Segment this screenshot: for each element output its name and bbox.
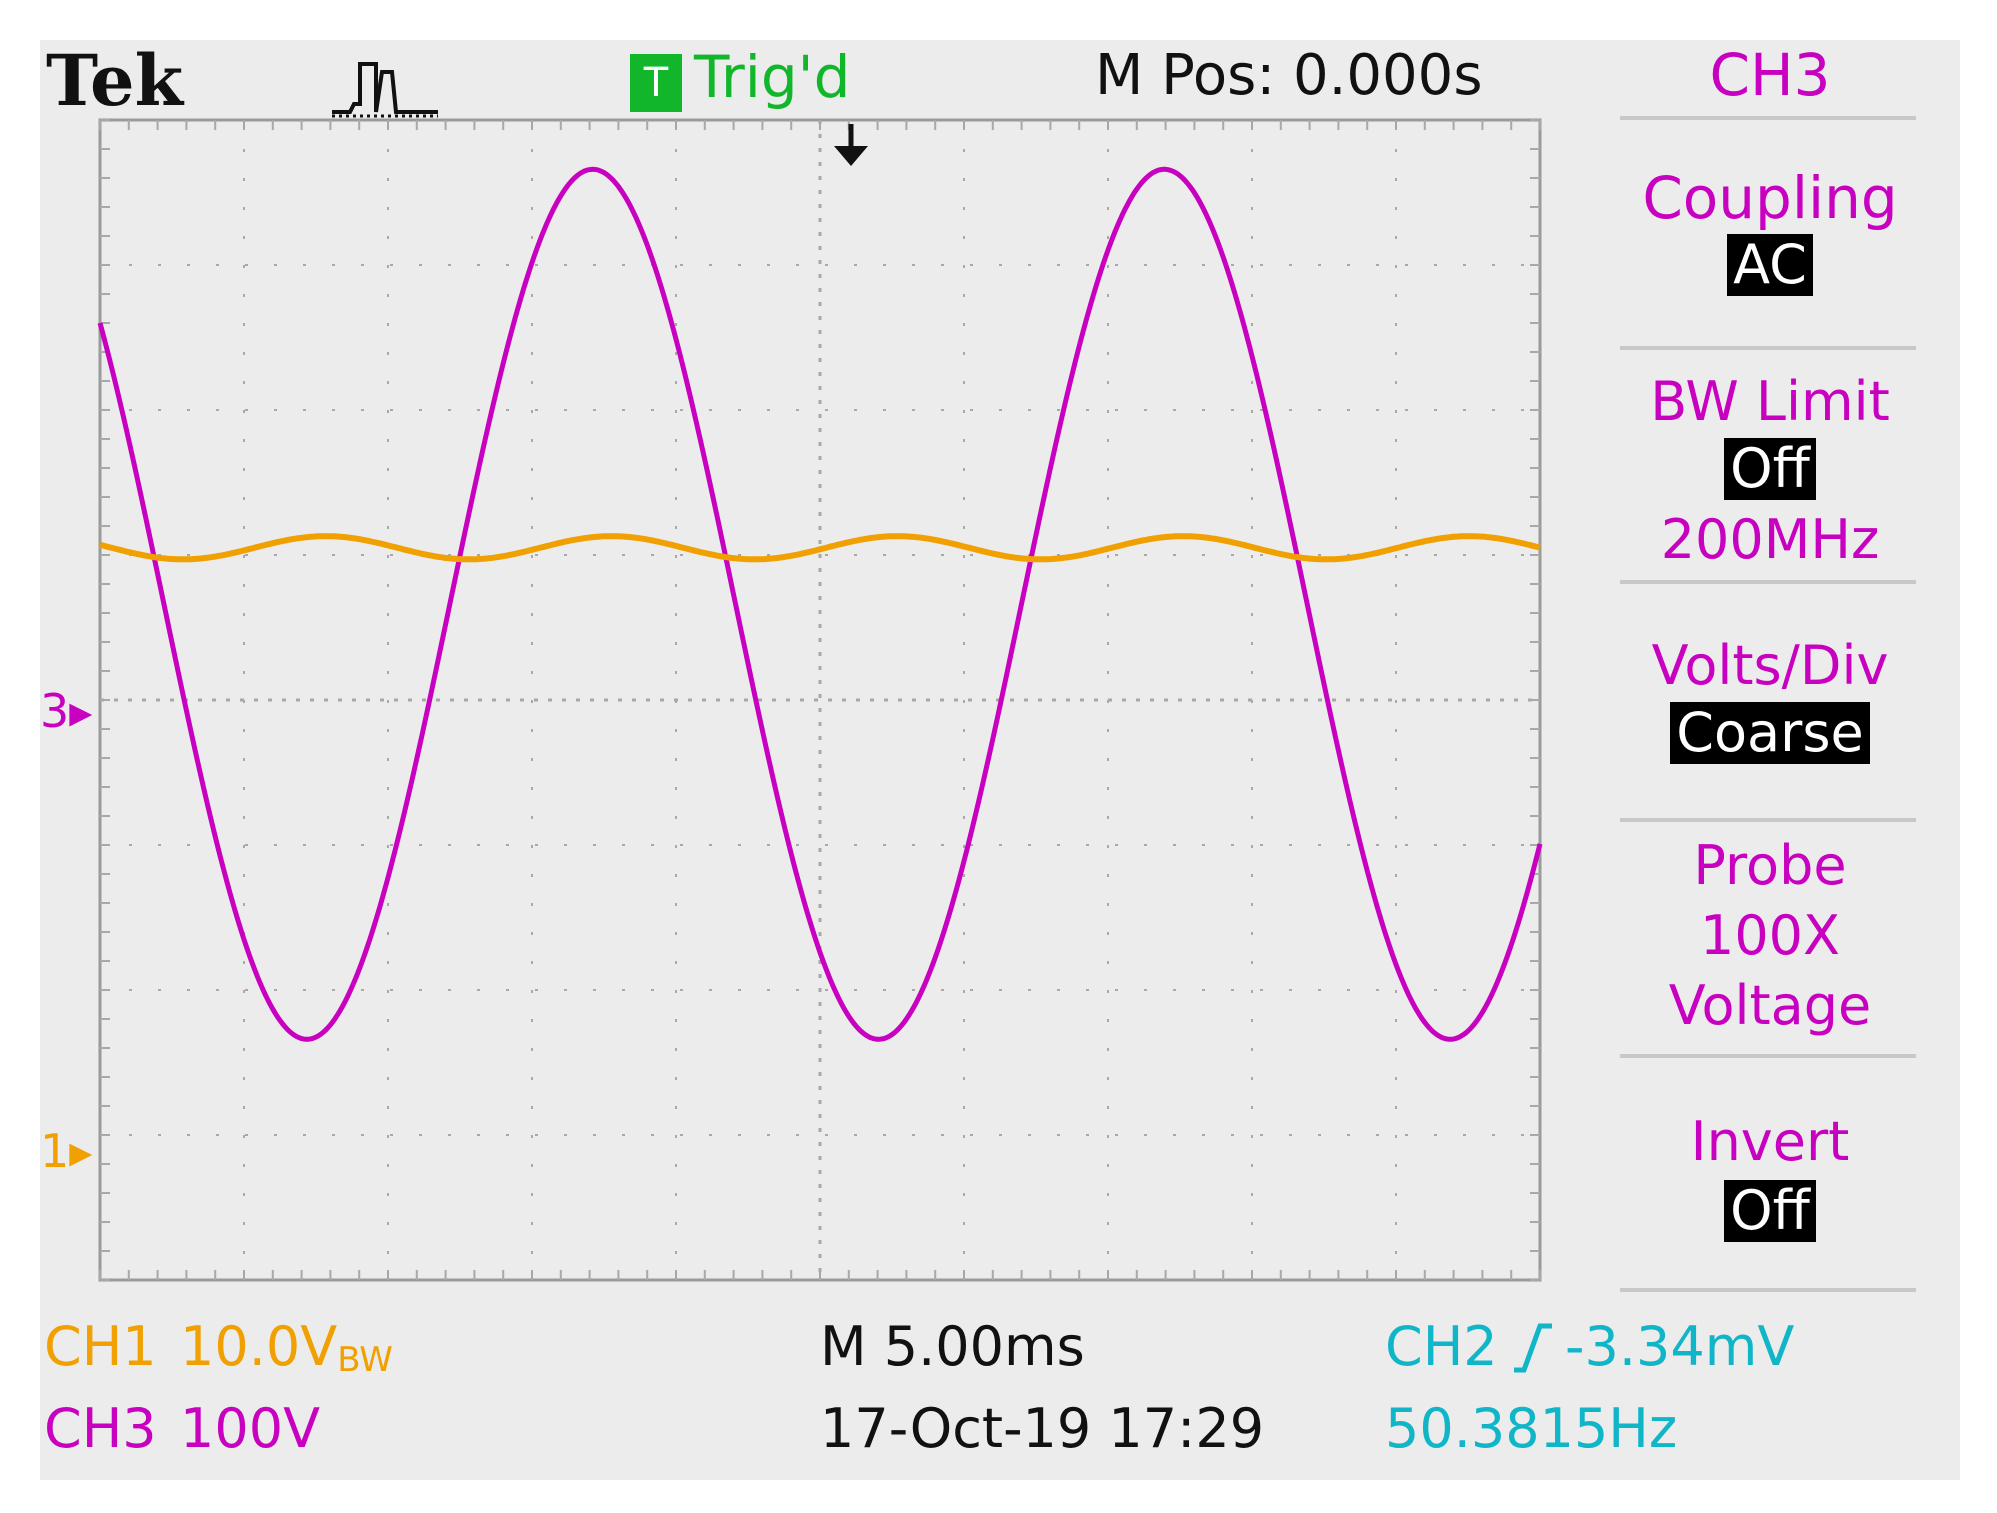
probe-label: Probe <box>1693 834 1847 897</box>
bw-limit-value: Off <box>1724 438 1816 500</box>
trigger-status: Trig'd <box>694 43 851 111</box>
ch3-ground-marker[interactable]: 3▸ <box>40 688 92 734</box>
marker-arrow-icon: ▸ <box>69 684 93 738</box>
ch3-waveform <box>97 166 1543 1042</box>
menu-divider <box>1620 116 1916 120</box>
probe-attenuation: 100X <box>1699 904 1841 967</box>
ch3-marker-label: 3 <box>40 684 70 738</box>
trigger-source: CH2 <box>1385 1315 1498 1378</box>
pulse-run-icon <box>332 62 438 118</box>
ch3-label: CH3 <box>44 1397 157 1460</box>
ch1-scale: 10.0VBW <box>180 1320 393 1380</box>
volts-div-label: Volts/Div <box>1651 634 1889 697</box>
trigger-badge: T <box>630 54 682 112</box>
ch1-label: CH1 <box>44 1315 157 1378</box>
waveform-display <box>97 118 1543 1282</box>
coupling-value-box: AC <box>1620 234 1920 296</box>
coupling-value: AC <box>1727 234 1813 296</box>
frequency-readout: 50.3815Hz <box>1385 1397 1678 1460</box>
menu-divider <box>1620 346 1916 350</box>
ch3-volts-per-div: 100V <box>180 1397 321 1460</box>
graticule <box>98 118 1542 1282</box>
brand-logo: Tek <box>46 39 184 122</box>
graticule-border <box>98 118 1542 1282</box>
ch1-bw-limit-indicator: BW <box>337 1340 393 1380</box>
oscilloscope-screen: Tek T Trig'd M Pos: 0.000s 3▸ 1▸ CH3 Cou… <box>40 40 1960 1480</box>
invert-value: Off <box>1724 1180 1816 1242</box>
timebase-readout: M 5.00ms <box>820 1315 1085 1378</box>
probe-type: Voltage <box>1668 974 1872 1037</box>
menu-divider <box>1620 580 1916 584</box>
rising-edge-icon <box>1514 1323 1552 1373</box>
menu-divider <box>1620 1288 1916 1292</box>
volts-div-value: Coarse <box>1670 702 1870 764</box>
main-position-readout: M Pos: 0.000s <box>1095 43 1483 108</box>
bw-limit-detail: 200MHz <box>1660 508 1880 571</box>
trigger-level: -3.34mV <box>1565 1315 1795 1378</box>
ch1-ground-marker[interactable]: 1▸ <box>40 1128 92 1174</box>
invert-value-box: Off <box>1620 1180 1920 1242</box>
date-time-readout: 17-Oct-19 17:29 <box>820 1397 1265 1460</box>
bw-limit-value-box: Off <box>1620 438 1920 500</box>
volts-div-value-box: Coarse <box>1620 702 1920 764</box>
coupling-label: Coupling <box>1642 164 1898 232</box>
menu-divider <box>1620 818 1916 822</box>
ch1-waveform <box>99 533 1541 563</box>
bw-limit-label: BW Limit <box>1650 370 1890 433</box>
trace-group <box>97 166 1543 1042</box>
marker-arrow-icon: ▸ <box>69 1124 93 1178</box>
menu-divider <box>1620 1054 1916 1058</box>
ch1-volts-per-div: 10.0V <box>180 1315 338 1378</box>
trigger-position-arrow-icon <box>834 124 868 166</box>
invert-label: Invert <box>1690 1110 1850 1173</box>
menu-title: CH3 <box>1709 41 1831 109</box>
ch1-marker-label: 1 <box>40 1124 70 1178</box>
